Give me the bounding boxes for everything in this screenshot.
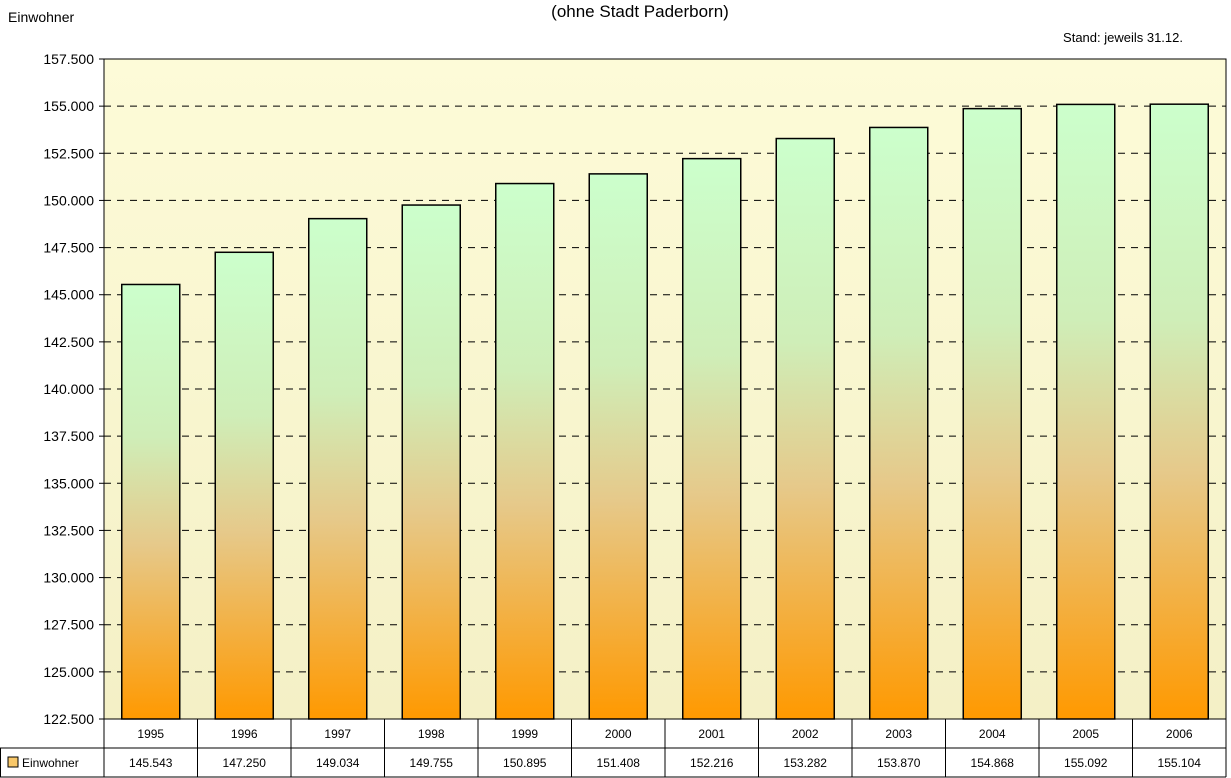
chart-subtitle: (ohne Stadt Paderborn) xyxy=(551,2,729,21)
y-tick-label: 150.000 xyxy=(43,192,94,208)
data-table-value: 152.216 xyxy=(690,756,734,770)
data-table-value: 153.282 xyxy=(784,756,828,770)
x-tick-label: 2003 xyxy=(885,727,912,741)
y-tick-label: 152.500 xyxy=(43,145,94,161)
x-tick-label: 1997 xyxy=(324,727,351,741)
y-tick-label: 145.000 xyxy=(43,287,94,303)
data-table: Einwohner 1995 145.543 1996 147.250 1997 149.0… xyxy=(0,719,1227,778)
bar xyxy=(588,173,648,720)
x-tick-label: 2000 xyxy=(605,727,632,741)
bar xyxy=(682,157,742,720)
legend-label: Einwohner xyxy=(22,756,79,770)
bar xyxy=(869,126,929,720)
data-table-value: 150.895 xyxy=(503,756,547,770)
y-axis: 122.500 125.000 127.500 130.000 132.500 135.0… xyxy=(43,51,104,727)
data-table-value: 154.868 xyxy=(971,756,1015,770)
y-tick-label: 135.000 xyxy=(43,475,94,491)
legend-swatch xyxy=(7,756,19,768)
y-axis-label: Einwohner xyxy=(8,9,74,25)
x-tick-label: 1999 xyxy=(511,727,538,741)
bar xyxy=(1149,103,1209,720)
x-tick-label: 1996 xyxy=(231,727,258,741)
bar xyxy=(308,217,368,720)
x-tick-label: 2006 xyxy=(1166,727,1193,741)
data-table-value: 149.034 xyxy=(316,756,360,770)
bar xyxy=(775,137,835,720)
x-tick-label: 2001 xyxy=(698,727,725,741)
y-tick-label: 122.500 xyxy=(43,711,94,727)
data-table-value: 155.104 xyxy=(1158,756,1202,770)
x-tick-label: 1998 xyxy=(418,727,445,741)
date-note: Stand: jeweils 31.12. xyxy=(1063,30,1183,45)
y-tick-label: 142.500 xyxy=(43,334,94,350)
bar xyxy=(962,107,1022,720)
x-tick-label: 2002 xyxy=(792,727,819,741)
bar xyxy=(214,251,274,720)
y-tick-label: 132.500 xyxy=(43,522,94,538)
y-tick-label: 137.500 xyxy=(43,428,94,444)
x-tick-label: 1995 xyxy=(137,727,164,741)
bars xyxy=(121,103,1209,720)
data-table-value: 153.870 xyxy=(877,756,921,770)
y-tick-label: 147.500 xyxy=(43,240,94,256)
y-tick-label: 125.000 xyxy=(43,664,94,680)
y-tick-label: 130.000 xyxy=(43,570,94,586)
x-tick-label: 2005 xyxy=(1072,727,1099,741)
bar xyxy=(1056,103,1116,720)
data-table-value: 149.755 xyxy=(410,756,454,770)
data-table-value: 151.408 xyxy=(597,756,641,770)
bar xyxy=(495,182,555,720)
y-tick-label: 140.000 xyxy=(43,381,94,397)
data-table-value: 145.543 xyxy=(129,756,173,770)
y-tick-label: 155.000 xyxy=(43,98,94,114)
data-table-value: 155.092 xyxy=(1064,756,1108,770)
y-tick-label: 127.500 xyxy=(43,617,94,633)
data-table-value: 147.250 xyxy=(223,756,267,770)
bar xyxy=(401,204,461,720)
x-tick-label: 2004 xyxy=(979,727,1006,741)
gridlines xyxy=(104,105,1226,673)
bar xyxy=(121,283,181,720)
y-tick-label: 157.500 xyxy=(43,51,94,67)
